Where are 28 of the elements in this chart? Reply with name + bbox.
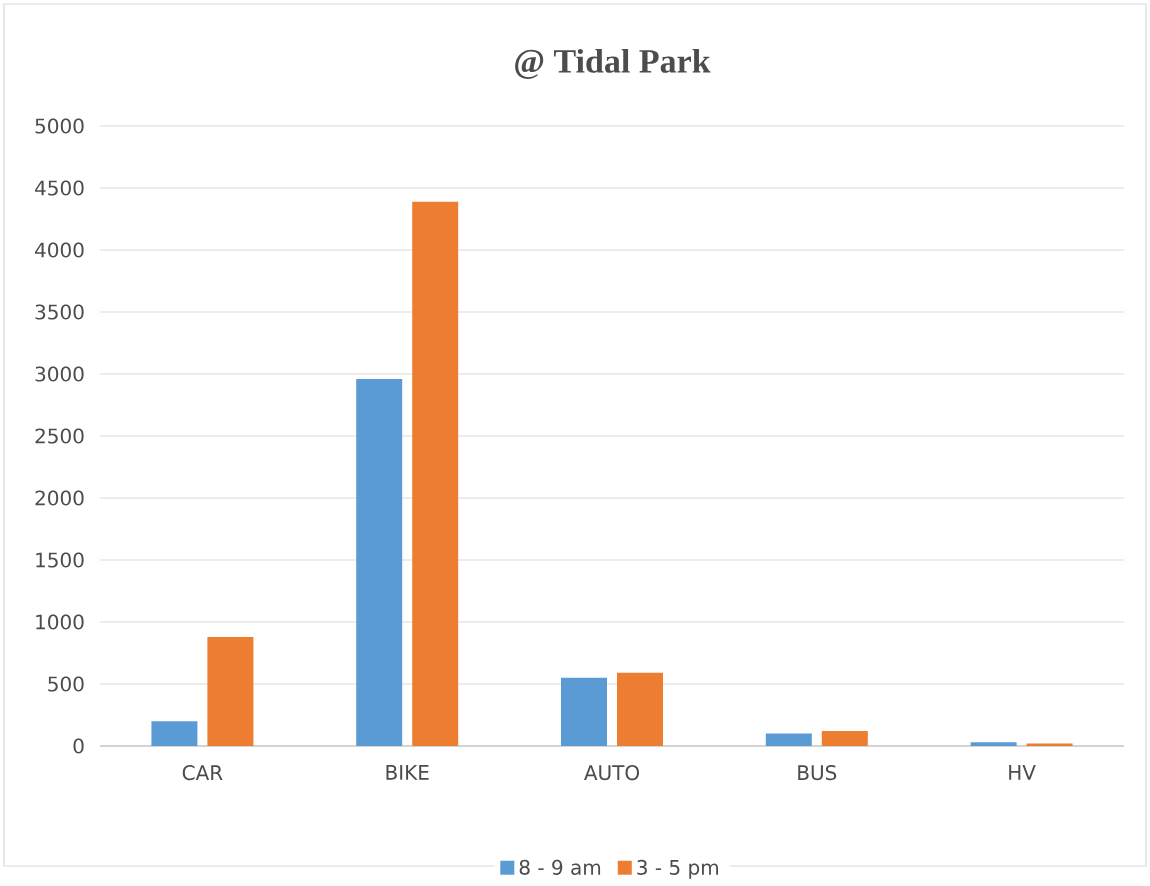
bar [561, 677, 607, 747]
y-tick-label: 2500 [35, 428, 84, 444]
bar [207, 637, 254, 747]
y-tick-label: 0 [73, 738, 84, 754]
y-tick-label: 1500 [36, 552, 84, 568]
x-tick-label: BUS [798, 765, 837, 781]
bar [151, 721, 198, 747]
x-tick-label: HV [1009, 765, 1036, 780]
x-tick-label: AUTO [584, 765, 640, 781]
legend-label: 8 - 9 am [519, 859, 601, 876]
y-tick-label: 2000 [35, 490, 84, 506]
bar [821, 731, 868, 747]
y-tick-label: 4000 [35, 242, 84, 258]
chart-title: @ Tidal Park [515, 49, 711, 80]
y-tick-label: 500 [48, 676, 84, 692]
y-tick-label: 1000 [36, 614, 84, 630]
y-tick-label: 4500 [35, 180, 84, 196]
legend-label: 3 - 5 pm [637, 859, 718, 879]
bar [617, 673, 663, 747]
bar [970, 742, 1017, 747]
bar [356, 379, 403, 747]
y-tick-label: 3000 [35, 366, 84, 382]
y-tick-label: 3500 [35, 304, 84, 320]
x-tick-label: BIKE [386, 765, 429, 780]
x-tick-label: CAR [182, 765, 223, 781]
bar [412, 201, 459, 747]
y-tick-label: 5000 [35, 118, 84, 134]
bar [765, 733, 812, 747]
